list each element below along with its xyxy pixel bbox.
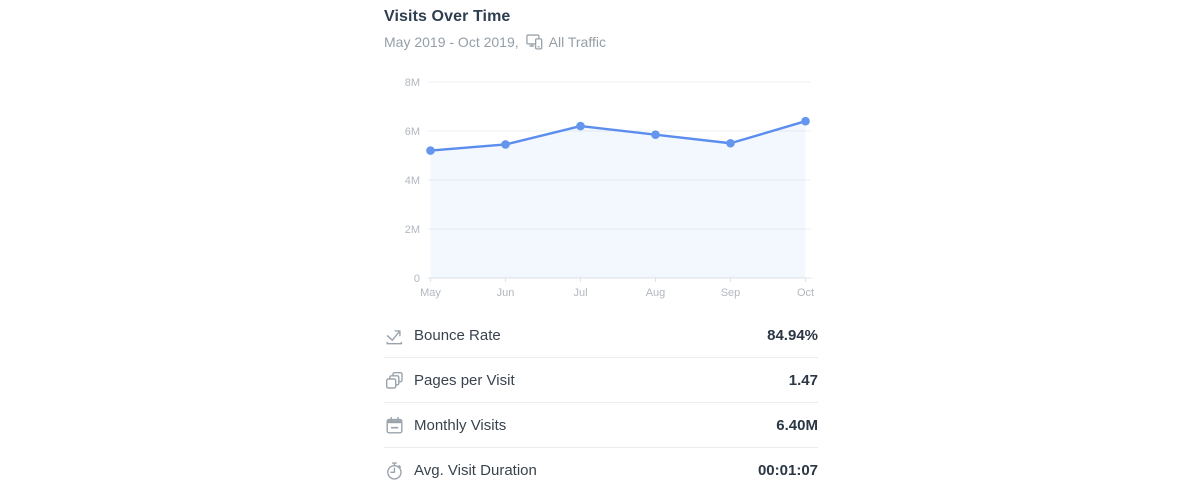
- x-tick-label: Aug: [646, 287, 666, 299]
- visits-over-time-widget: Visits Over Time May 2019 - Oct 2019, Al…: [384, 8, 818, 492]
- stat-row-avg-visit-duration: Avg. Visit Duration 00:01:07: [384, 447, 818, 492]
- visits-chart: 0 2M 4M 6M 8M May Jun Jul Aug Sep Oct: [405, 77, 814, 299]
- chart-point-Aug: [651, 130, 660, 139]
- stat-label: Pages per Visit: [414, 371, 515, 389]
- stat-value: 84.94%: [767, 326, 818, 344]
- visit-duration-icon: [384, 460, 404, 480]
- pages-per-visit-icon: [384, 370, 404, 390]
- x-tick-label: Jul: [573, 287, 587, 299]
- y-tick-label: 8M: [405, 77, 420, 89]
- chart-point-Jul: [576, 121, 585, 131]
- stat-label: Monthly Visits: [414, 416, 507, 434]
- chart-point-Oct: [801, 116, 810, 126]
- y-tick-label: 6M: [405, 126, 420, 138]
- stat-row-pages-per-visit: Pages per Visit 1.47: [384, 357, 818, 402]
- y-tick-label: 0: [414, 273, 420, 285]
- page-title: Visits Over Time: [384, 8, 511, 25]
- monthly-visits-icon: [384, 415, 404, 435]
- chart-point-Sep: [726, 138, 735, 148]
- x-tick-label: Jun: [497, 287, 515, 299]
- stat-value: 00:01:07: [757, 461, 818, 479]
- stat-label: Avg. Visit Duration: [414, 461, 537, 479]
- y-tick-label: 2M: [405, 224, 420, 236]
- stat-label: Bounce Rate: [414, 326, 501, 344]
- date-range-label: May 2019 - Oct 2019,: [384, 33, 519, 50]
- stat-row-monthly-visits: Monthly Visits 6.40M: [384, 402, 818, 447]
- traffic-filter-label: All Traffic: [548, 33, 606, 50]
- x-tick-label: Oct: [797, 287, 814, 299]
- stat-value: 1.47: [788, 371, 818, 389]
- widget-subtitle: May 2019 - Oct 2019, All Traffic: [384, 33, 818, 50]
- y-tick-label: 4M: [405, 175, 420, 187]
- bounce-rate-icon: [384, 325, 404, 345]
- stats-list: Bounce Rate 84.94% Pages per Visit 1.47: [384, 313, 818, 492]
- chart-point-May: [426, 146, 435, 155]
- series-line: [429, 120, 807, 152]
- stat-row-bounce-rate: Bounce Rate 84.94%: [384, 313, 818, 357]
- devices-icon: [525, 33, 543, 50]
- x-tick-label: May: [420, 287, 441, 299]
- x-tick-label: Sep: [721, 287, 741, 299]
- chart-point-Jun: [501, 140, 510, 149]
- stat-value: 6.40M: [776, 416, 818, 434]
- series-area: [430, 121, 806, 278]
